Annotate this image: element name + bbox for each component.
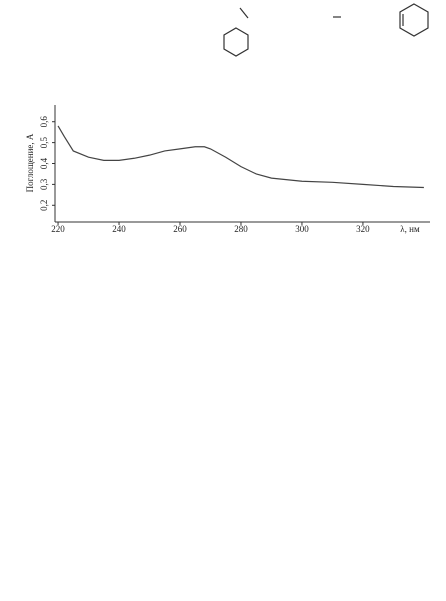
x-tick-label: 300	[295, 224, 309, 234]
y-tick-label: 0,6	[39, 116, 49, 128]
y-tick-label: 0,2	[39, 200, 49, 211]
x-tick-label: 240	[112, 224, 126, 234]
molecule-fragments	[223, 3, 429, 57]
y-axis-label: Поглощение, А	[25, 133, 35, 192]
benzene-ring	[399, 3, 429, 37]
benzene-ring	[223, 27, 249, 57]
x-tick-label: 320	[356, 224, 370, 234]
x-tick-label: 280	[234, 224, 248, 234]
y-tick-label: 0,5	[39, 136, 49, 148]
x-tick-label: 220	[51, 224, 65, 234]
y-tick-label: 0,4	[39, 157, 49, 169]
line-series	[57, 125, 424, 189]
x-tick-label: 260	[173, 224, 187, 234]
x-axis-label: λ, нм	[400, 224, 420, 234]
y-tick-label: 0,3	[39, 178, 49, 190]
bond	[239, 7, 249, 19]
